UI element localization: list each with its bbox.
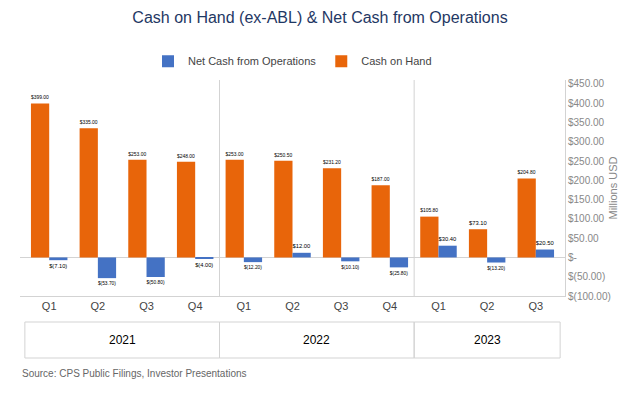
svg-text:$200.00: $200.00 (568, 175, 605, 186)
svg-text:2023: 2023 (474, 333, 501, 347)
svg-text:$450.00: $450.00 (568, 78, 605, 89)
svg-text:Q4: Q4 (188, 300, 203, 312)
svg-text:Millions USD: Millions USD (607, 156, 619, 219)
svg-text:$20.50: $20.50 (536, 240, 555, 246)
svg-text:$231.20: $231.20 (323, 160, 341, 165)
svg-text:$253.00: $253.00 (128, 152, 146, 157)
svg-text:$(13.20): $(13.20) (487, 266, 505, 271)
svg-text:$187.00: $187.00 (372, 177, 390, 182)
svg-text:$400.00: $400.00 (568, 98, 605, 109)
svg-text:Q2: Q2 (91, 300, 106, 312)
svg-text:Q3: Q3 (528, 300, 543, 312)
svg-text:$(12.20): $(12.20) (244, 265, 262, 270)
svg-text:$30.40: $30.40 (438, 236, 457, 242)
svg-text:$(100.00): $(100.00) (568, 291, 611, 302)
svg-text:$(50.00): $(50.00) (568, 271, 605, 282)
svg-text:Q2: Q2 (285, 300, 300, 312)
svg-text:Q2: Q2 (480, 300, 495, 312)
svg-text:$250.00: $250.00 (568, 156, 605, 167)
svg-text:Q1: Q1 (431, 300, 446, 312)
svg-text:Cash on Hand (ex-ABL) & Net Ca: Cash on Hand (ex-ABL) & Net Cash from Op… (132, 9, 507, 26)
svg-text:Net Cash from Operations: Net Cash from Operations (188, 55, 316, 67)
svg-text:$248.00: $248.00 (177, 154, 195, 159)
svg-text:2021: 2021 (109, 333, 136, 347)
svg-text:Q1: Q1 (42, 300, 57, 312)
svg-text:$399.00: $399.00 (31, 95, 49, 100)
svg-text:$335.00: $335.00 (80, 120, 98, 125)
svg-text:Source: CPS Public Filings, In: Source: CPS Public Filings, Investor Pre… (22, 368, 247, 379)
svg-text:$105.80: $105.80 (420, 208, 438, 213)
svg-text:$73.10: $73.10 (469, 220, 488, 226)
svg-text:Q4: Q4 (382, 300, 397, 312)
svg-text:Cash on Hand: Cash on Hand (361, 55, 431, 67)
svg-text:$253.00: $253.00 (226, 152, 244, 157)
svg-text:$(50.80): $(50.80) (147, 280, 165, 285)
svg-text:$-: $- (568, 252, 577, 263)
svg-text:$(53.70): $(53.70) (98, 281, 116, 286)
svg-text:$50.00: $50.00 (568, 233, 599, 244)
svg-text:$12.00: $12.00 (293, 243, 312, 249)
svg-text:$150.00: $150.00 (568, 194, 605, 205)
svg-text:$(10.10): $(10.10) (341, 265, 359, 270)
svg-text:$(25.80): $(25.80) (390, 271, 408, 276)
svg-text:Q3: Q3 (139, 300, 154, 312)
svg-text:$204.80: $204.80 (518, 170, 536, 175)
svg-text:$250.50: $250.50 (274, 153, 292, 158)
svg-text:$100.00: $100.00 (568, 213, 605, 224)
svg-text:$(7.10): $(7.10) (49, 263, 67, 269)
svg-text:2022: 2022 (303, 333, 330, 347)
svg-text:$350.00: $350.00 (568, 117, 605, 128)
svg-text:$(4.00): $(4.00) (195, 262, 213, 268)
svg-text:$300.00: $300.00 (568, 136, 605, 147)
svg-text:Q3: Q3 (334, 300, 349, 312)
svg-text:Q1: Q1 (236, 300, 251, 312)
